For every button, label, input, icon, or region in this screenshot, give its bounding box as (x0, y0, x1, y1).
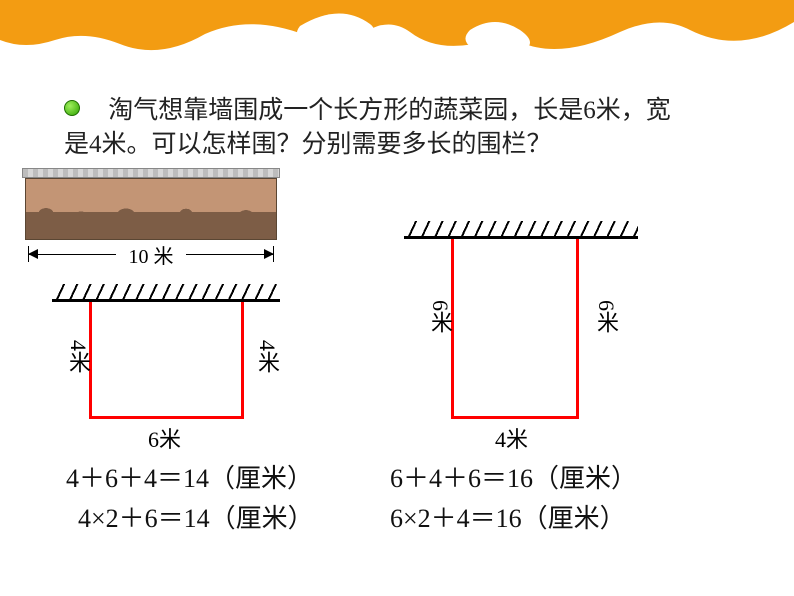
equation-left-2: 4×2＋6＝14（厘米） (78, 498, 314, 535)
question-line2: 是4米。可以怎样围？分别需要多长的围栏？ (64, 131, 552, 158)
hatch-left (52, 284, 280, 302)
bullet-icon (64, 100, 80, 116)
right-bottom-label: 4米 (495, 422, 528, 454)
wall-roof (22, 168, 280, 178)
wall-dimension: 10 米 (22, 242, 280, 266)
wall-dimension-label: 10 米 (116, 240, 186, 269)
hatch-right (404, 221, 638, 239)
left-side-label-r: 4米 (251, 340, 283, 373)
fence-left (89, 302, 244, 419)
equation-left-1: 4＋6＋4＝14（厘米） (66, 458, 313, 495)
top-decoration (0, 0, 794, 65)
right-side-label-r: 6米 (590, 300, 622, 333)
left-side-label-l: 4米 (62, 340, 94, 373)
equation-right-1: 6＋4＋6＝16（厘米） (390, 458, 637, 495)
equation-right-2: 6×2＋4＝16（厘米） (390, 498, 626, 535)
question-line1: 淘气想靠墙围成一个长方形的蔬菜园，长是6米，宽 (108, 97, 671, 124)
fence-right (451, 239, 579, 419)
wall-body (25, 178, 277, 240)
wall-figure: 10 米 (22, 168, 280, 266)
right-side-label-l: 6米 (424, 300, 456, 333)
question-block: 淘气想靠墙围成一个长方形的蔬菜园，长是6米，宽 是4米。可以怎样围？分别需要多长… (64, 94, 724, 162)
left-bottom-label: 6米 (148, 422, 181, 454)
